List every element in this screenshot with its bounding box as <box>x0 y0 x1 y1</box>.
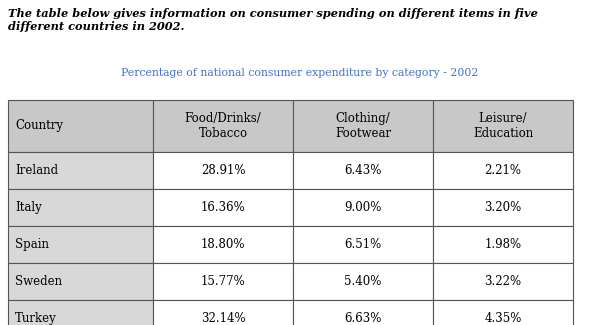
Bar <box>293 189 433 226</box>
Text: Ireland: Ireland <box>15 164 58 177</box>
Text: 18.80%: 18.80% <box>201 238 245 251</box>
Bar <box>153 226 293 263</box>
Text: 9.00%: 9.00% <box>344 201 382 214</box>
Text: Italy: Italy <box>15 201 42 214</box>
Bar <box>8 152 153 189</box>
Bar <box>293 226 433 263</box>
Text: 5.40%: 5.40% <box>344 275 382 288</box>
Text: Food/Drinks/
Tobacco: Food/Drinks/ Tobacco <box>185 112 262 140</box>
Bar <box>8 226 153 263</box>
Bar <box>153 152 293 189</box>
Text: 3.20%: 3.20% <box>484 201 521 214</box>
Bar <box>433 300 573 325</box>
Text: 3.22%: 3.22% <box>484 275 521 288</box>
Bar <box>293 152 433 189</box>
Bar <box>153 189 293 226</box>
Text: 6.51%: 6.51% <box>344 238 382 251</box>
Text: Country: Country <box>15 120 63 133</box>
Bar <box>8 100 153 152</box>
Text: 28.91%: 28.91% <box>201 164 245 177</box>
Text: 15.77%: 15.77% <box>200 275 245 288</box>
Text: Sweden: Sweden <box>15 275 62 288</box>
Text: 6.43%: 6.43% <box>344 164 382 177</box>
Bar <box>293 300 433 325</box>
Bar <box>153 263 293 300</box>
Bar <box>8 300 153 325</box>
Text: Leisure/
Education: Leisure/ Education <box>473 112 533 140</box>
Text: 16.36%: 16.36% <box>200 201 245 214</box>
Text: 1.98%: 1.98% <box>484 238 521 251</box>
Text: 32.14%: 32.14% <box>200 312 245 325</box>
Bar <box>433 189 573 226</box>
Text: Clothing/
Footwear: Clothing/ Footwear <box>335 112 391 140</box>
Text: Spain: Spain <box>15 238 49 251</box>
Bar <box>8 263 153 300</box>
Text: 2.21%: 2.21% <box>485 164 521 177</box>
Bar <box>153 300 293 325</box>
Text: 6.63%: 6.63% <box>344 312 382 325</box>
Bar <box>433 100 573 152</box>
Bar <box>293 100 433 152</box>
Text: The table below gives information on consumer spending on different items in fiv: The table below gives information on con… <box>8 8 538 32</box>
Text: Turkey: Turkey <box>15 312 57 325</box>
Text: Percentage of national consumer expenditure by category - 2002: Percentage of national consumer expendit… <box>121 68 479 78</box>
Bar <box>433 226 573 263</box>
Text: 4.35%: 4.35% <box>484 312 521 325</box>
Bar <box>433 263 573 300</box>
Bar <box>8 189 153 226</box>
Bar <box>433 152 573 189</box>
Bar <box>153 100 293 152</box>
Bar <box>293 263 433 300</box>
